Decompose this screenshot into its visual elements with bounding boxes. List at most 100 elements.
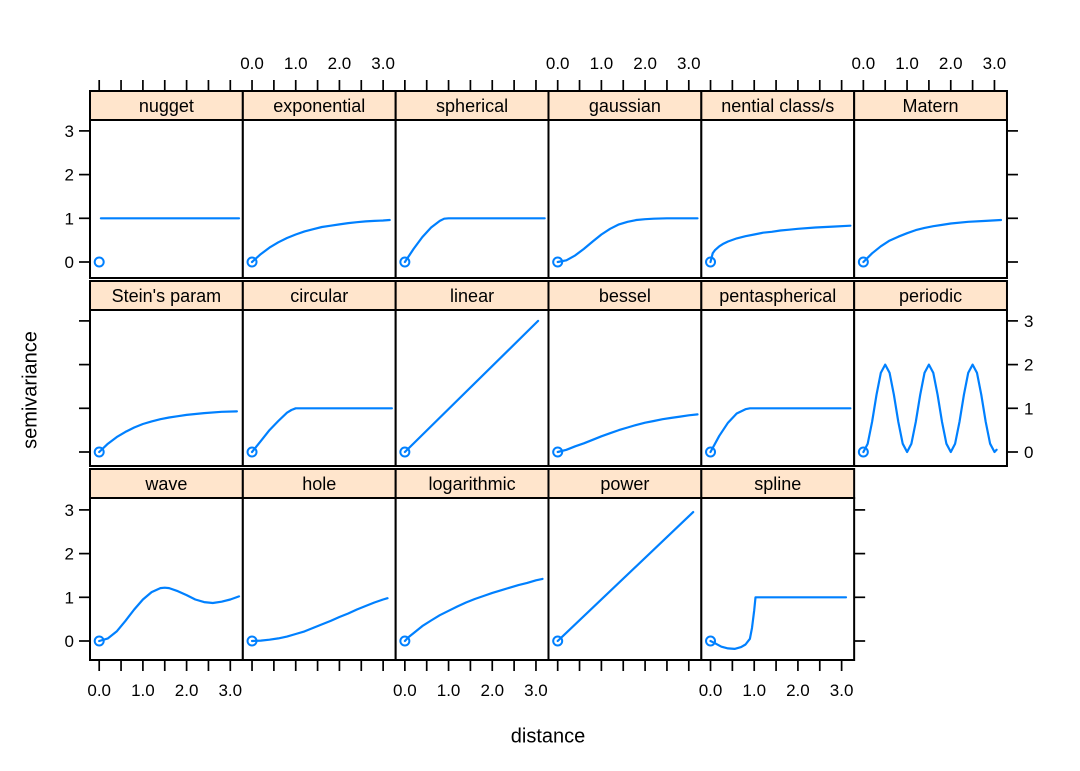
- strip-label-wave: wave: [144, 474, 187, 494]
- panel-pentaspherical: [700, 309, 856, 467]
- curve-bessel: [556, 413, 699, 454]
- x-tick-label-bottom: 1.0: [437, 681, 461, 700]
- origin-point-stein-s-param: [93, 446, 105, 458]
- curve-circular: [250, 407, 393, 454]
- curve-wave: [98, 586, 241, 643]
- strip-label-exponential: exponential: [273, 96, 365, 116]
- strip-label-matern: Matern: [903, 96, 959, 116]
- x-tick-label-bottom: 2.0: [786, 681, 810, 700]
- curve-hole: [250, 597, 389, 643]
- x-tick-label-top: 3.0: [371, 54, 395, 73]
- x-tick-label-top: 2.0: [939, 54, 963, 73]
- curve-gaussian: [556, 217, 699, 264]
- x-tick-label-top: 1.0: [284, 54, 308, 73]
- x-tick-label-top: 2.0: [633, 54, 657, 73]
- strip-label-bessel: bessel: [599, 286, 651, 306]
- origin-point-spherical: [399, 256, 411, 268]
- strip-pentaspherical: [700, 280, 856, 311]
- curve-spline: [709, 596, 848, 650]
- panel-periodic: [853, 309, 1008, 467]
- x-tick-label-bottom: 3.0: [218, 681, 242, 700]
- panel-hole: [241, 497, 397, 661]
- x-tick-label-bottom: 1.0: [131, 681, 155, 700]
- origin-point-exponential: [246, 256, 258, 268]
- y-tick-label-left: 2: [65, 166, 74, 185]
- panel-gaussian: [547, 119, 703, 279]
- origin-point-gaussian: [552, 256, 564, 268]
- curve-periodic: [862, 363, 998, 454]
- panel-matern: [853, 119, 1008, 279]
- strip-label-spline: spline: [754, 474, 801, 494]
- strip-label-circular: circular: [290, 286, 348, 306]
- strip-label-hole: hole: [302, 474, 336, 494]
- x-tick-label-bottom: 0.0: [393, 681, 417, 700]
- origin-point-periodic: [857, 446, 869, 458]
- origin-point-matern: [857, 256, 869, 268]
- strip-label-pentaspherical: pentaspherical: [719, 286, 836, 306]
- origin-point-nugget: [93, 256, 105, 268]
- panel-nential-class-s: [700, 119, 856, 279]
- x-tick-label-top: 1.0: [590, 54, 614, 73]
- strip-matern: [853, 90, 1008, 121]
- x-tick-label-top: 3.0: [677, 54, 701, 73]
- panel-spline: [700, 497, 856, 661]
- x-tick-label-bottom: 2.0: [175, 681, 199, 700]
- strip-label-gaussian: gaussian: [589, 96, 661, 116]
- curve-nential-class-s: [709, 224, 852, 264]
- panel-exponential: [241, 119, 397, 279]
- origin-point-logarithmic: [399, 635, 411, 647]
- panel-circular: [241, 309, 397, 467]
- panel-bessel: [547, 309, 703, 467]
- x-axis-title: distance: [510, 725, 586, 748]
- curve-power: [556, 511, 695, 643]
- y-axis-title: semivariance: [19, 331, 42, 449]
- x-tick-label-top: 0.0: [852, 54, 876, 73]
- origin-point-linear: [399, 446, 411, 458]
- strip-hole: [241, 468, 397, 499]
- x-tick-label-bottom: 2.0: [480, 681, 504, 700]
- panel-spherical: [394, 119, 550, 279]
- origin-point-power: [552, 635, 564, 647]
- curve-matern: [862, 218, 1003, 264]
- y-tick-label-left: 0: [65, 632, 74, 651]
- y-tick-label-right: 0: [1024, 443, 1033, 462]
- y-tick-label-left: 1: [65, 588, 74, 607]
- y-tick-label-right: 1: [1024, 399, 1033, 418]
- origin-point-circular: [246, 446, 258, 458]
- x-tick-label-top: 0.0: [546, 54, 570, 73]
- x-tick-label-top: 2.0: [328, 54, 352, 73]
- curve-spherical: [403, 217, 546, 264]
- y-tick-label-left: 2: [65, 545, 74, 564]
- curve-pentaspherical: [709, 407, 852, 454]
- strip-label-stein-s-param: Stein's param: [112, 286, 222, 306]
- x-tick-label-top: 1.0: [895, 54, 919, 73]
- panel-stein-s-param: [89, 309, 244, 467]
- y-tick-label-right: 2: [1024, 356, 1033, 375]
- strip-label-nential-class-s: nential class/s: [721, 96, 834, 116]
- origin-point-spline: [705, 635, 717, 647]
- y-tick-label-left: 1: [65, 209, 74, 228]
- y-tick-label-left: 3: [65, 122, 74, 141]
- x-tick-label-bottom: 1.0: [742, 681, 766, 700]
- origin-point-nential-class-s: [705, 256, 717, 268]
- strip-label-nugget: nugget: [139, 96, 194, 116]
- strip-label-logarithmic: logarithmic: [429, 474, 516, 494]
- y-tick-label-left: 0: [65, 253, 74, 272]
- curve-linear: [403, 319, 540, 454]
- panel-power: [547, 497, 703, 661]
- x-tick-label-bottom: 0.0: [699, 681, 723, 700]
- strip-power: [547, 468, 703, 499]
- curve-exponential: [250, 218, 391, 264]
- x-tick-label-bottom: 0.0: [87, 681, 111, 700]
- origin-point-hole: [246, 635, 258, 647]
- strip-label-linear: linear: [450, 286, 494, 306]
- panel-nugget: [89, 119, 244, 279]
- origin-point-bessel: [552, 446, 564, 458]
- y-tick-label-right: 3: [1024, 312, 1033, 331]
- strip-label-periodic: periodic: [899, 286, 962, 306]
- strip-label-spherical: spherical: [436, 96, 508, 116]
- y-tick-label-left: 3: [65, 501, 74, 520]
- curve-logarithmic: [403, 577, 544, 643]
